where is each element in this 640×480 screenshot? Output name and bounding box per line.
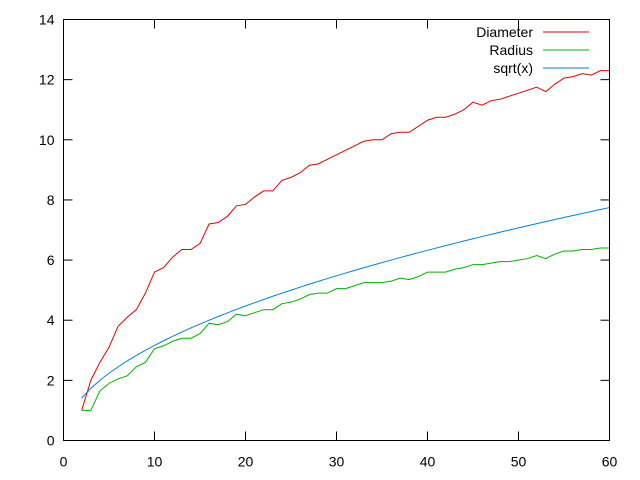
x-tick-label: 0 [60,454,68,470]
x-tick-label: 40 [420,454,436,470]
series-line-diameter [81,70,610,411]
legend-label: sqrt(x) [493,60,533,76]
series-line-radius [81,247,610,411]
y-tick-label: 2 [47,372,55,388]
y-tick-label: 12 [39,72,55,88]
y-tick-label: 4 [47,312,55,328]
x-tick-label: 30 [329,454,345,470]
y-tick-label: 6 [47,252,55,268]
x-tick-label: 50 [511,454,527,470]
y-tick-label: 8 [47,192,55,208]
legend-label: Diameter [476,24,533,40]
plot-border [63,19,610,441]
y-tick-label: 14 [39,12,55,28]
y-tick-label: 0 [47,433,55,449]
y-tick-label: 10 [39,132,55,148]
x-tick-label: 10 [147,454,163,470]
x-tick-label: 20 [238,454,254,470]
series-line-sqrt-x [81,207,610,399]
legend-label: Radius [489,42,533,58]
x-tick-label: 60 [602,454,618,470]
legend: Diameter Radius sqrt(x) [476,24,589,76]
series-lines [81,70,610,411]
